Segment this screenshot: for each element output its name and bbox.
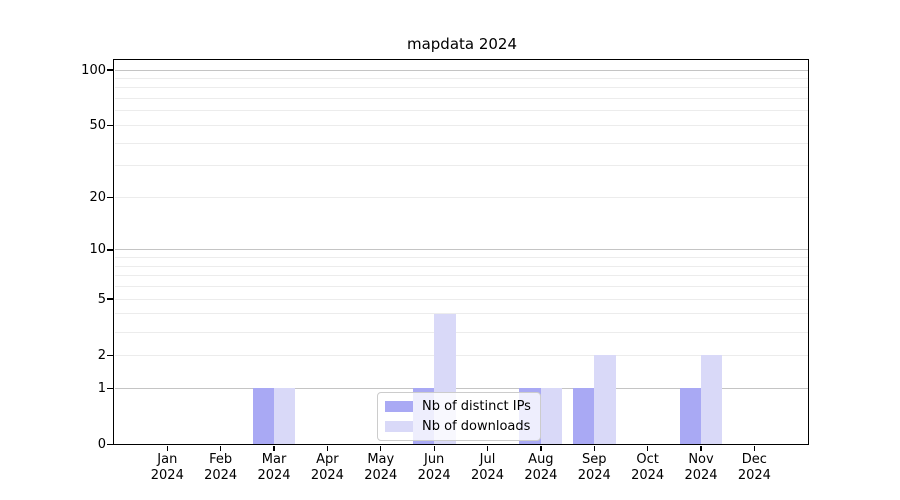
gridline-minor: [115, 98, 809, 100]
x-tick-label: Sep 2024: [577, 452, 611, 483]
gridline-minor: [115, 165, 809, 167]
x-tick-label: May 2024: [364, 452, 398, 483]
y-tick-label: 2: [97, 347, 106, 363]
x-tick-label: Feb 2024: [204, 452, 238, 483]
y-tick: [107, 298, 113, 300]
x-tick-label: Dec 2024: [737, 452, 771, 483]
x-tick: [700, 445, 702, 451]
y-tick: [107, 249, 113, 251]
y-tick: [107, 443, 113, 446]
x-tick-label: Jul 2024: [470, 452, 505, 483]
x-tick: [753, 445, 756, 451]
gridline-minor: [115, 87, 809, 89]
x-tick: [380, 445, 382, 451]
gridline-minor: [115, 142, 809, 144]
x-tick: [433, 445, 435, 451]
legend: Nb of distinct IPs Nb of downloads: [377, 392, 541, 441]
bar-downloads-mar: [274, 388, 296, 445]
gridline-major: [115, 69, 809, 71]
x-tick-label: Jun 2024: [417, 452, 451, 483]
gridline-minor: [115, 298, 809, 300]
x-tick: [486, 445, 489, 451]
gridline-minor: [115, 286, 809, 288]
gridline-major: [115, 249, 809, 251]
chart-title: mapdata 2024: [406, 35, 518, 53]
y-tick-label: 100: [81, 62, 106, 78]
gridline-minor: [115, 110, 809, 112]
bar-distinct-ips-nov: [679, 388, 701, 445]
x-tick: [326, 445, 329, 451]
gridline-minor: [115, 354, 809, 356]
gridline-minor: [115, 331, 809, 333]
y-tick-label: 20: [89, 189, 106, 205]
x-tick: [593, 445, 595, 451]
bar-downloads-aug: [540, 388, 563, 445]
gridline-minor: [115, 313, 809, 315]
y-tick: [107, 196, 113, 199]
gridline-major: [115, 387, 809, 389]
y-tick: [107, 387, 113, 389]
x-tick-label: Mar 2024: [257, 452, 291, 483]
bar-distinct-ips-mar: [252, 388, 275, 445]
y-tick-label: 10: [89, 242, 106, 258]
y-tick: [107, 354, 113, 356]
x-tick-label: Aug 2024: [524, 452, 558, 483]
legend-row-downloads: Nb of downloads: [385, 418, 531, 435]
x-tick-label: Oct 2024: [631, 452, 665, 483]
y-tick-label: 50: [89, 117, 106, 133]
gridline-minor: [115, 196, 809, 198]
x-tick-label: Jan 2024: [150, 452, 184, 483]
gridline-minor: [115, 257, 809, 259]
x-tick: [220, 445, 222, 451]
y-tick: [107, 124, 113, 127]
legend-label-downloads: Nb of downloads: [422, 419, 531, 434]
bar-downloads-nov: [701, 355, 723, 445]
x-tick: [273, 445, 275, 451]
y-tick: [107, 69, 113, 71]
x-tick: [646, 445, 649, 451]
legend-label-distinct-ips: Nb of distinct IPs: [422, 399, 531, 414]
gridline-minor: [115, 275, 809, 277]
y-tick-label: 1: [97, 380, 106, 396]
gridline-minor: [115, 265, 809, 267]
legend-swatch-distinct-ips: [385, 401, 413, 412]
x-tick-label: Nov 2024: [684, 452, 718, 483]
gridline-minor: [115, 77, 809, 79]
bar-downloads-sep: [594, 355, 616, 445]
legend-swatch-downloads: [385, 421, 413, 432]
bar-distinct-ips-sep: [572, 388, 595, 445]
gridline-minor: [115, 124, 809, 126]
y-tick-label: 5: [97, 291, 106, 307]
x-tick: [166, 445, 168, 451]
y-tick-label: 0: [97, 437, 106, 452]
x-tick-label: Apr 2024: [310, 452, 344, 483]
legend-row-distinct-ips: Nb of distinct IPs: [385, 398, 531, 415]
x-tick: [540, 445, 542, 451]
